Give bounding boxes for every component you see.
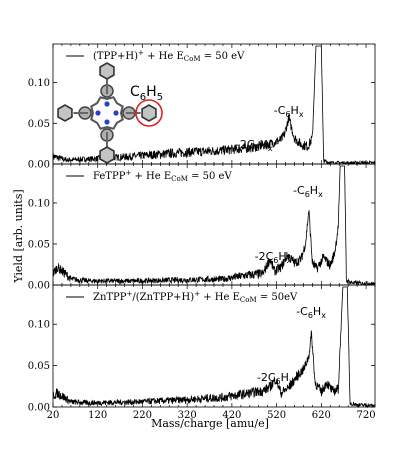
molecule-label: C6H5	[130, 84, 163, 103]
anno-sub1: 6	[305, 190, 310, 199]
nitrogen-atom	[104, 119, 110, 125]
mol-main: C	[130, 84, 140, 100]
legend-sub: CoM	[240, 296, 257, 304]
legend-sup2: +	[194, 290, 200, 298]
anno-sub1: 6	[255, 144, 260, 153]
anno-sub1: 6	[273, 256, 278, 265]
annotation-label: -C6Hx	[296, 305, 326, 320]
anno-sub1: 6	[285, 110, 290, 119]
mol-sub2: 5	[157, 92, 163, 103]
x-tick-label: 420	[222, 410, 241, 421]
legend-mid: + He E	[131, 171, 171, 182]
nitrogen-atom	[113, 110, 119, 116]
legend-end: = 50 eV	[188, 171, 233, 182]
x-tick-label: 220	[133, 410, 152, 421]
anno-main: -C	[293, 184, 305, 197]
annotation-label: -2C6Hx	[255, 250, 292, 265]
y-axis-title: Yield [arb. units]	[12, 189, 25, 283]
anno-sub2: x	[321, 311, 326, 320]
series-line	[52, 286, 375, 409]
anno-mid: H	[281, 371, 289, 384]
anno-mid: H	[291, 104, 299, 117]
anno-mid: H	[260, 138, 268, 151]
anno-sub2: x	[268, 144, 273, 153]
x-tick-label: 20	[47, 410, 60, 421]
porphyrin-molecule-image: C6H5	[57, 62, 163, 164]
panel-frame	[52, 43, 376, 165]
phenyl-ring	[99, 62, 115, 80]
y-tick-label: 0.05	[28, 361, 50, 372]
anno-main: -2C	[236, 138, 255, 151]
panel-frame	[52, 284, 376, 408]
highlight-circle	[135, 99, 163, 127]
y-tick-label: 0.10	[28, 198, 50, 209]
anno-mid: H	[313, 305, 321, 318]
legend-end: = 50eV	[257, 292, 298, 303]
legend-main: (TPP+H)	[93, 51, 138, 62]
y-tick-label: 0.05	[28, 119, 50, 130]
annotation-label: -C6Hx	[293, 184, 323, 199]
anno-sub2: x	[287, 256, 292, 265]
x-tick-label: 620	[312, 410, 331, 421]
legend-mid: /(ZnTPP+H)	[132, 292, 194, 303]
legend-main: FeTPP	[93, 171, 126, 182]
anno-main: -2C	[257, 371, 276, 384]
nitrogen-atom	[95, 110, 101, 116]
panel-1: 0.00 0.05 0.10 (TPP+H)+ + He ECoM = 50 eV -C…	[28, 43, 376, 171]
anno-sub1: 6	[308, 311, 313, 320]
phenyl-ring	[99, 146, 115, 164]
x-tick-label: 320	[178, 410, 197, 421]
mol-sub1: 6	[140, 92, 146, 103]
anno-main: -2C	[255, 250, 274, 263]
anno-main: -C	[274, 104, 286, 117]
anno-sub2: x	[289, 377, 294, 386]
y-tick-label: 0.10	[28, 78, 50, 89]
y-tick-label: 0.05	[28, 239, 50, 250]
y-tick-label: 0.10	[28, 320, 50, 331]
legend-label: (TPP+H)+ + He ECoM = 50 eV	[93, 49, 245, 63]
series-line	[52, 45, 376, 166]
legend-label: FeTPP+ + He ECoM = 50 eV	[93, 169, 232, 183]
x-tick-label: 720	[357, 410, 376, 421]
phenyl-ring	[57, 104, 73, 122]
y-tick-label: 0.00	[28, 403, 50, 414]
phenyl-ring	[141, 104, 157, 122]
mol-mid: H	[146, 84, 157, 100]
anno-sub2: x	[318, 190, 323, 199]
legend-sup: +	[125, 169, 131, 177]
anno-sub1: 6	[276, 377, 281, 386]
legend-label: ZnTPP+/(ZnTPP+H)+ + He ECoM = 50eV	[93, 290, 298, 304]
annotation-label: -C6Hx	[274, 104, 304, 119]
nitrogen-atom	[104, 101, 110, 107]
legend-sup: +	[138, 49, 144, 57]
y-tick-label: 0.00	[28, 160, 50, 171]
legend-mid2: + He E	[200, 292, 240, 303]
legend-end: = 50 eV	[201, 51, 246, 62]
legend-sub: CoM	[184, 55, 201, 63]
anno-sub2: x	[299, 110, 304, 119]
y-tick-label: 0.00	[28, 281, 50, 292]
porphyrin-core	[90, 96, 124, 130]
legend-main: ZnTPP	[93, 292, 127, 303]
x-tick-label: 520	[267, 410, 286, 421]
legend-sub: CoM	[171, 175, 188, 183]
annotation-label: -2C6Hx	[257, 371, 294, 386]
x-tick-label: 120	[88, 410, 107, 421]
anno-main: -C	[296, 305, 308, 318]
panel-3: 0.00 0.05 0.10 ZnTPP+/(ZnTPP+H)+ + He ECoM …	[28, 284, 376, 414]
annotation-label: -2C6Hx	[236, 138, 273, 153]
legend-mid: + He E	[144, 51, 184, 62]
x-axis-title: Mass/charge [amu/e]	[151, 417, 269, 430]
panel-frame	[52, 163, 376, 286]
legend-sup: +	[127, 290, 133, 298]
series-line	[52, 165, 376, 286]
anno-mid: H	[310, 184, 318, 197]
anno-mid: H	[278, 250, 286, 263]
